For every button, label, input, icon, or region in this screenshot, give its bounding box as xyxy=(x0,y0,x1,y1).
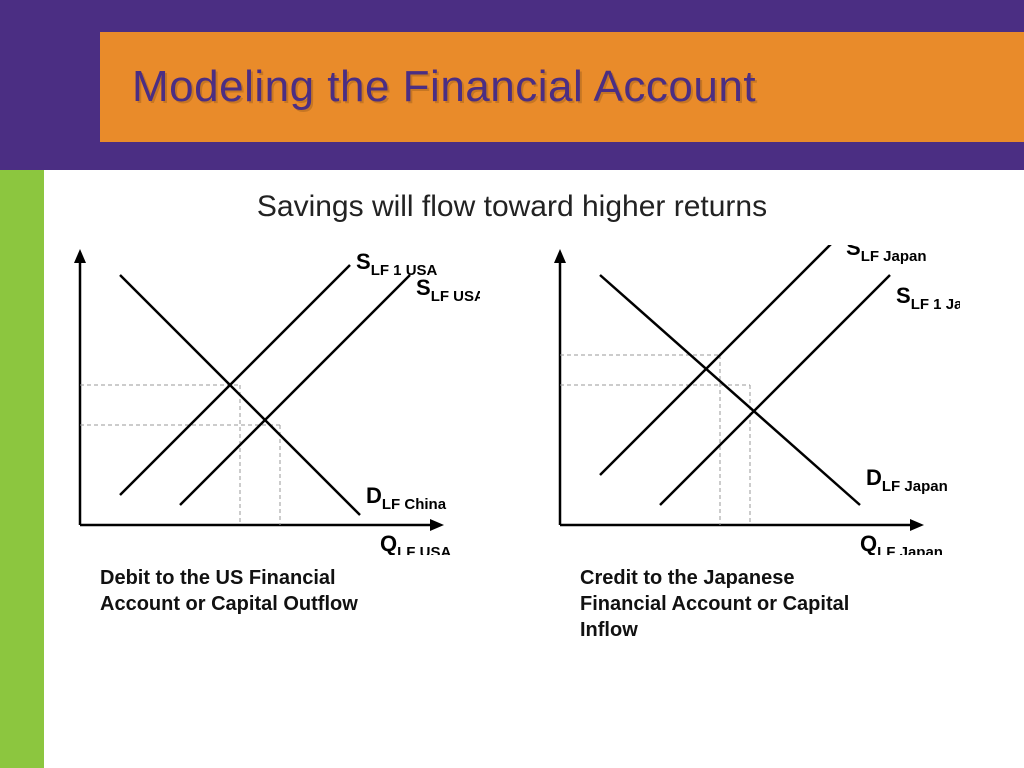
graph-usa-caption: Debit to the US Financial Account or Cap… xyxy=(100,565,380,617)
svg-text:SLF 1 Japan: SLF 1 Japan xyxy=(896,283,960,313)
side-accent-bar xyxy=(0,170,44,768)
slide: Modeling the Financial Account Savings w… xyxy=(0,0,1024,768)
graph-japan: r%QLF Japan7%5%SLF JapanSLF 1 JapanDLF J… xyxy=(540,245,1010,555)
graph-usa: r%QLF USA5%3%SLF 1 USASLF USADLF China D… xyxy=(60,245,530,555)
svg-text:SLF Japan: SLF Japan xyxy=(846,245,927,265)
svg-text:DLF China: DLF China xyxy=(366,483,447,513)
svg-text:DLF Japan: DLF Japan xyxy=(866,465,948,495)
title-box: Modeling the Financial Account xyxy=(100,32,1024,142)
graph-japan-svg: r%QLF Japan7%5%SLF JapanSLF 1 JapanDLF J… xyxy=(540,245,960,555)
graph-japan-caption: Credit to the Japanese Financial Account… xyxy=(580,565,880,643)
graph-usa-svg: r%QLF USA5%3%SLF 1 USASLF USADLF China xyxy=(60,245,480,555)
slide-title: Modeling the Financial Account xyxy=(132,62,756,112)
svg-text:QLF Japan: QLF Japan xyxy=(860,531,943,555)
graphs-container: r%QLF USA5%3%SLF 1 USASLF USADLF China D… xyxy=(60,245,1020,765)
svg-text:QLF USA: QLF USA xyxy=(380,531,451,555)
slide-subtitle: Savings will flow toward higher returns xyxy=(0,190,1024,224)
svg-text:SLF USA: SLF USA xyxy=(416,275,480,305)
